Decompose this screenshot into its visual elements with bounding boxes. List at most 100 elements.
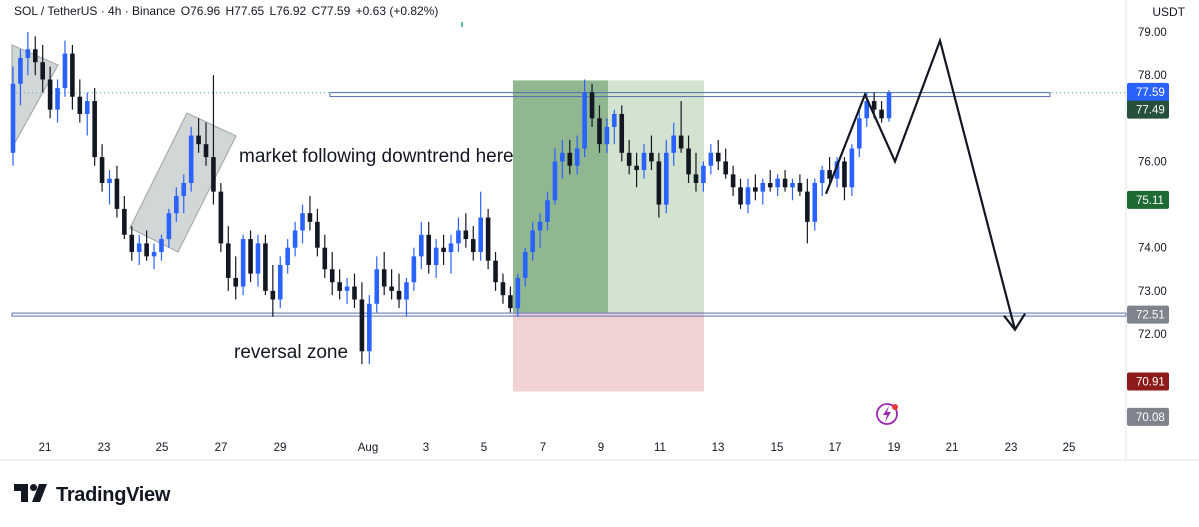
candle-body <box>426 234 432 265</box>
candle-body <box>151 252 157 257</box>
candle-body <box>812 183 818 222</box>
candle-body <box>196 135 201 145</box>
candle-body <box>292 230 298 248</box>
candle-body <box>62 53 68 89</box>
footer: TradingView <box>14 482 170 508</box>
price-label-box <box>1127 305 1169 324</box>
candle-body <box>10 83 16 153</box>
candle-body <box>827 170 832 179</box>
candle-body <box>270 290 276 300</box>
candle-body <box>708 152 714 166</box>
candle-body <box>159 239 164 253</box>
candle-body <box>84 101 90 114</box>
x-tick-label: 23 <box>1005 442 1018 454</box>
candle-body <box>367 303 372 352</box>
candle-body <box>396 290 402 300</box>
x-tick-label: 27 <box>215 442 228 454</box>
candle-body <box>277 264 283 300</box>
x-tick-label: 15 <box>771 442 784 454</box>
candle-body <box>448 243 454 253</box>
candle-body <box>738 187 743 205</box>
projection-arrow-head <box>1003 313 1026 332</box>
candle-body <box>337 282 342 291</box>
candle-body <box>300 213 305 231</box>
annotation-text: market following downtrend here <box>239 146 514 167</box>
price-label: 70.91 <box>1136 376 1165 388</box>
candle-body <box>871 101 877 110</box>
candle-body <box>753 187 758 192</box>
candle-body <box>166 213 172 240</box>
candle-body <box>552 161 558 201</box>
high-value: H77.65 <box>225 4 265 18</box>
candle-body <box>864 101 870 119</box>
candle-body <box>604 126 610 145</box>
candle-body <box>218 191 224 244</box>
price-label: 77.49 <box>1136 105 1165 117</box>
candle-body <box>404 282 409 300</box>
candle-body <box>359 299 365 352</box>
y-tick-label: 79.00 <box>1138 27 1167 39</box>
resistance-level-line <box>329 92 1051 98</box>
candle-body <box>419 234 424 257</box>
candle-body <box>240 239 246 287</box>
candle-body <box>693 174 699 183</box>
y-tick-label: 74.00 <box>1138 243 1167 255</box>
candle-body <box>47 79 53 110</box>
projection-path <box>824 36 1017 330</box>
candle-body <box>211 157 216 192</box>
candle-body <box>842 161 847 188</box>
candle-body <box>40 62 45 80</box>
candle-body <box>225 243 231 278</box>
candle-body <box>263 243 268 291</box>
candle-body <box>597 118 602 145</box>
brand-name: TradingView <box>56 483 171 506</box>
candle-body <box>374 269 380 304</box>
candle-body <box>797 183 803 192</box>
candle-body <box>834 161 840 179</box>
candle-body <box>144 243 149 257</box>
low-value: L76.92 <box>269 4 307 18</box>
candle-body <box>77 96 83 114</box>
x-tick-label: 25 <box>156 442 169 454</box>
candle-body <box>819 170 825 183</box>
x-tick-label: 19 <box>888 442 901 454</box>
x-tick-label: 3 <box>423 442 429 454</box>
candle-body <box>782 178 788 188</box>
candle-body <box>560 152 565 162</box>
candle-body <box>760 183 766 192</box>
candle-body <box>701 165 706 183</box>
candle-body <box>641 152 647 171</box>
candle-body <box>567 152 573 166</box>
support-level-line <box>11 312 1127 317</box>
x-tick-label: 29 <box>274 442 287 454</box>
y-tick-label: 72.00 <box>1138 329 1167 341</box>
lightning-icon <box>883 406 891 422</box>
candle-body <box>188 135 194 183</box>
symbol-header: SOL / TetherUS · 4h · Binance O76.96 H77… <box>14 4 440 18</box>
candle-body <box>805 191 810 222</box>
candle-body <box>626 152 632 166</box>
candle-body <box>478 217 483 253</box>
y-tick-label: 73.00 <box>1138 286 1167 298</box>
price-label: 77.59 <box>1136 87 1165 99</box>
candle-body <box>463 230 469 240</box>
close-value: C77.59 <box>311 4 351 18</box>
currency-unit[interactable]: USDT <box>1152 5 1185 19</box>
candle-body <box>508 295 513 309</box>
chart-canvas[interactable]: market following downtrend here reversal … <box>0 0 1199 470</box>
price-chart[interactable]: market following downtrend here reversal … <box>0 0 1199 470</box>
candle-body <box>500 282 506 296</box>
candle-body <box>790 183 795 188</box>
x-tick-label: 23 <box>98 442 111 454</box>
price-label: 72.51 <box>1136 310 1165 322</box>
x-tick-label: 25 <box>1063 442 1076 454</box>
price-label: 70.08 <box>1136 412 1165 424</box>
candle-body <box>441 247 446 253</box>
x-tick-label: 13 <box>712 442 725 454</box>
candle-body <box>233 277 239 287</box>
candle-body <box>92 101 97 158</box>
candle-body <box>619 113 625 153</box>
candle-body <box>515 277 521 309</box>
candle-body <box>285 247 290 265</box>
candle-body <box>582 92 587 149</box>
